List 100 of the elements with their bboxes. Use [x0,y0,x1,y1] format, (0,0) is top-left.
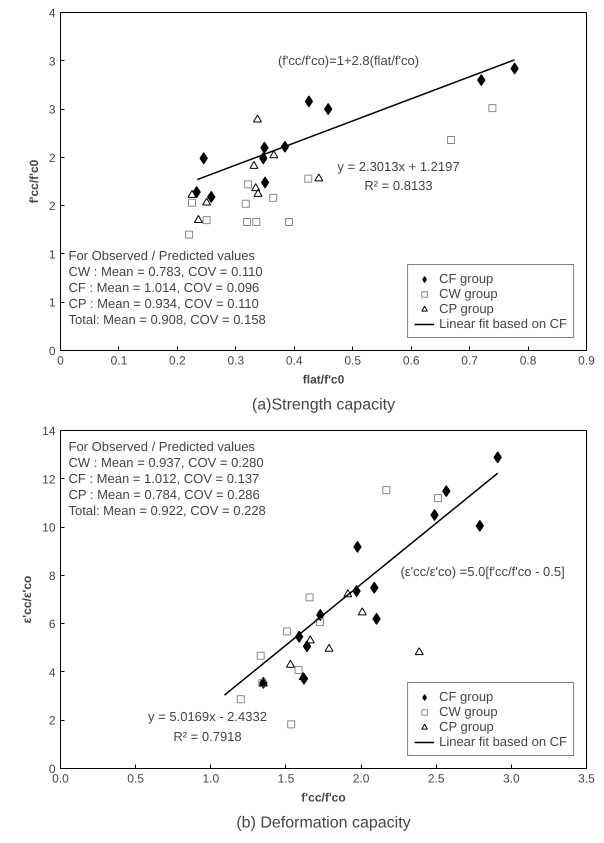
annotation: CP : Mean = 0.934, COV = 0.110 [68,296,259,311]
point [252,114,262,123]
legend-label: Linear fit based on CF [439,734,567,749]
y-tick-label: 1 [48,296,56,310]
point [286,660,295,668]
y-tick-label: 3 [48,54,56,68]
y-tick-label: 1 [48,247,56,262]
point [488,104,496,112]
annotation: Total: Mean = 0.908, COV = 0.158 [68,312,266,327]
point [202,216,211,224]
x-tick-label: 0.0 [52,772,70,786]
point [269,194,278,202]
annotation: y = 2.3013x + 1.2197 [337,159,460,174]
x-tick-label: 0.4 [286,354,303,368]
point [353,540,362,553]
y-axis-title: f'cc/f'c0 [26,159,41,204]
legend-label: CW group [439,286,498,301]
annotation: For Observed / Predicted values [68,439,256,454]
x-tick-label: 0.1 [110,354,128,368]
x-tick-label: 0.9 [578,354,596,368]
x-tick-label: 0.6 [402,354,420,368]
annotation: For Observed / Predicted values [68,248,256,263]
y-tick-label: 2 [48,199,56,214]
y-tick-label: 3 [48,102,56,117]
point [252,218,260,226]
point [414,647,424,656]
annotation: CW : Mean = 0.937, COV = 0.280 [68,455,264,470]
annotation: y = 5.0169x - 2.4332 [148,709,267,724]
annotation: R² = 0.8133 [364,178,433,193]
text: (b) Deformation capacity [236,814,411,832]
point [242,200,250,208]
point [260,176,270,188]
point [260,142,269,154]
y-tick-label: 4 [48,665,56,680]
point [298,672,308,680]
point [430,509,439,521]
legend-label: CF group [439,689,494,704]
annotation: (ε'cc/ε'co) =5.0[f'cc/f'co - 0.5] [400,564,565,579]
point [434,494,442,502]
y-tick-label: 2 [48,150,56,165]
y-tick-label: 12 [42,472,56,486]
point [446,136,455,144]
annotation: R² = 0.7918 [173,729,242,744]
point [188,198,196,207]
annotation: (f'cc/f'co)=1+2.8(flat/f'co) [278,53,420,68]
text: (a)Strength capacity [252,396,396,414]
point [283,627,292,636]
point [236,695,245,704]
x-tick-label: 0.7 [461,354,478,368]
point [242,218,251,226]
point [194,215,203,223]
point [314,173,324,182]
x-tick-label: 1.0 [202,772,220,786]
y-tick-label: 0 [48,344,56,358]
x-tick-label: 0.8 [520,354,537,368]
point [256,652,265,660]
x-tick-label: 0.5 [127,772,144,786]
point [244,180,252,188]
point [324,644,334,652]
x-tick-label: 1.5 [278,772,295,786]
point [285,218,294,226]
point [287,720,296,728]
legend-label: CP group [439,719,494,734]
y-tick-label: 8 [48,568,56,583]
point [269,150,278,158]
point [343,589,352,598]
point [294,666,303,674]
y-axis-title: ε'cc/ε'co [20,576,34,624]
point [304,95,314,108]
point [254,188,263,197]
y-tick-label: 2 [48,714,56,728]
point [302,640,312,652]
y-tick-label: 6 [48,617,56,632]
point [202,198,212,206]
y-tick-label: 10 [42,520,56,535]
legend-label: Linear fit based on CF [439,316,567,331]
point [306,593,314,602]
x-tick-label: 3.0 [503,772,520,786]
point [382,486,390,494]
point [510,62,519,75]
annotation: CW : Mean = 0.783, COV = 0.110 [68,264,263,279]
x-tick-label: 0.5 [344,354,362,368]
annotation: CF : Mean = 1.012, COV = 0.137 [68,471,260,486]
annotation: Total: Mean = 0.922, COV = 0.228 [68,503,266,518]
x-axis-title: f'cc/f'co [301,790,346,804]
point [358,607,367,616]
point [249,160,258,169]
legend-label: CP group [439,301,494,316]
point [185,230,194,239]
y-tick-label: 4 [48,6,56,20]
annotation: CF : Mean = 1.014, COV = 0.096 [68,280,260,295]
legend-label: CF group [439,271,494,286]
x-axis-title: flat/f'c0 [302,372,345,386]
legend-label: CW group [439,704,498,719]
point [251,183,260,192]
annotation: CP : Mean = 0.784, COV = 0.286 [68,487,260,502]
point [372,612,381,625]
x-tick-label: 0 [57,354,64,368]
point [304,174,312,183]
x-tick-label: 3.5 [578,772,596,786]
